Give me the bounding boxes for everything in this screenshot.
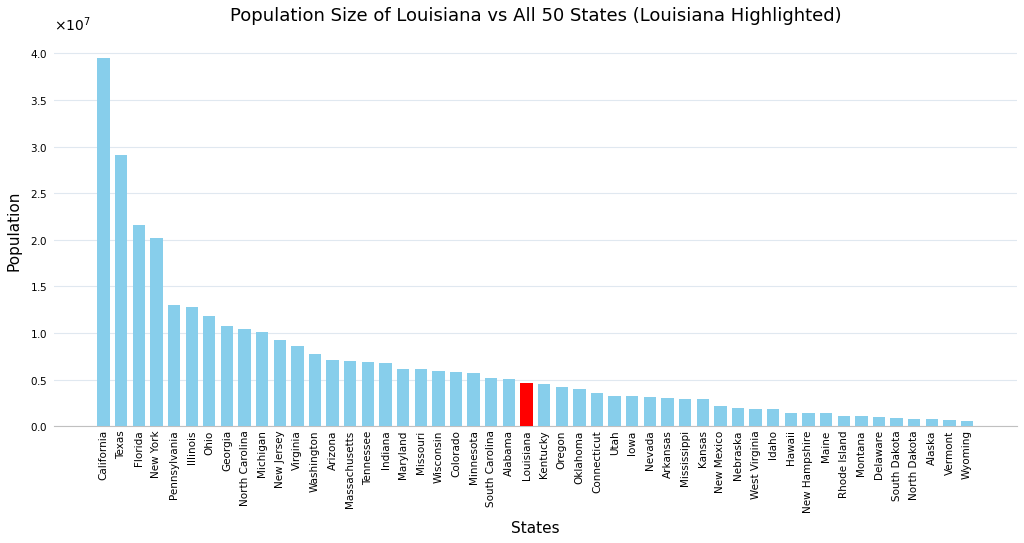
Bar bbox=[926, 419, 938, 426]
Bar bbox=[520, 383, 532, 426]
Bar bbox=[221, 326, 233, 426]
Bar bbox=[820, 413, 833, 426]
Bar bbox=[291, 346, 303, 426]
Bar bbox=[273, 339, 286, 426]
Bar bbox=[503, 380, 515, 426]
Bar bbox=[855, 416, 867, 426]
Bar bbox=[203, 316, 215, 426]
Bar bbox=[185, 307, 198, 426]
Bar bbox=[379, 363, 392, 426]
Bar bbox=[591, 393, 603, 426]
Bar bbox=[696, 399, 709, 426]
Bar bbox=[432, 371, 444, 426]
Bar bbox=[767, 409, 779, 426]
Bar bbox=[750, 409, 762, 426]
Bar bbox=[133, 225, 145, 426]
Bar bbox=[872, 417, 885, 426]
Bar bbox=[644, 397, 656, 426]
Bar bbox=[309, 355, 322, 426]
Bar bbox=[485, 378, 498, 426]
Title: Population Size of Louisiana vs All 50 States (Louisiana Highlighted): Population Size of Louisiana vs All 50 S… bbox=[229, 7, 841, 25]
Bar bbox=[556, 387, 568, 426]
Bar bbox=[784, 413, 797, 426]
Bar bbox=[361, 362, 374, 426]
Bar bbox=[538, 384, 550, 426]
Bar bbox=[397, 369, 410, 426]
Bar bbox=[838, 416, 850, 426]
Bar bbox=[97, 58, 110, 426]
Bar bbox=[679, 399, 691, 426]
X-axis label: States: States bbox=[511, 521, 560, 536]
Bar bbox=[115, 155, 127, 426]
Bar bbox=[908, 419, 921, 426]
Bar bbox=[468, 373, 480, 426]
Bar bbox=[714, 407, 727, 426]
Bar bbox=[415, 369, 427, 426]
Bar bbox=[327, 359, 339, 426]
Bar bbox=[450, 372, 462, 426]
Bar bbox=[943, 420, 955, 426]
Bar bbox=[891, 418, 903, 426]
Bar bbox=[344, 361, 356, 426]
Y-axis label: Population: Population bbox=[7, 190, 22, 271]
Bar bbox=[662, 398, 674, 426]
Bar bbox=[151, 238, 163, 426]
Bar bbox=[732, 408, 744, 426]
Bar bbox=[168, 305, 180, 426]
Bar bbox=[961, 421, 973, 426]
Bar bbox=[803, 413, 815, 426]
Bar bbox=[573, 389, 586, 426]
Bar bbox=[626, 396, 638, 426]
Bar bbox=[239, 329, 251, 426]
Bar bbox=[608, 396, 621, 426]
Bar bbox=[256, 332, 268, 426]
